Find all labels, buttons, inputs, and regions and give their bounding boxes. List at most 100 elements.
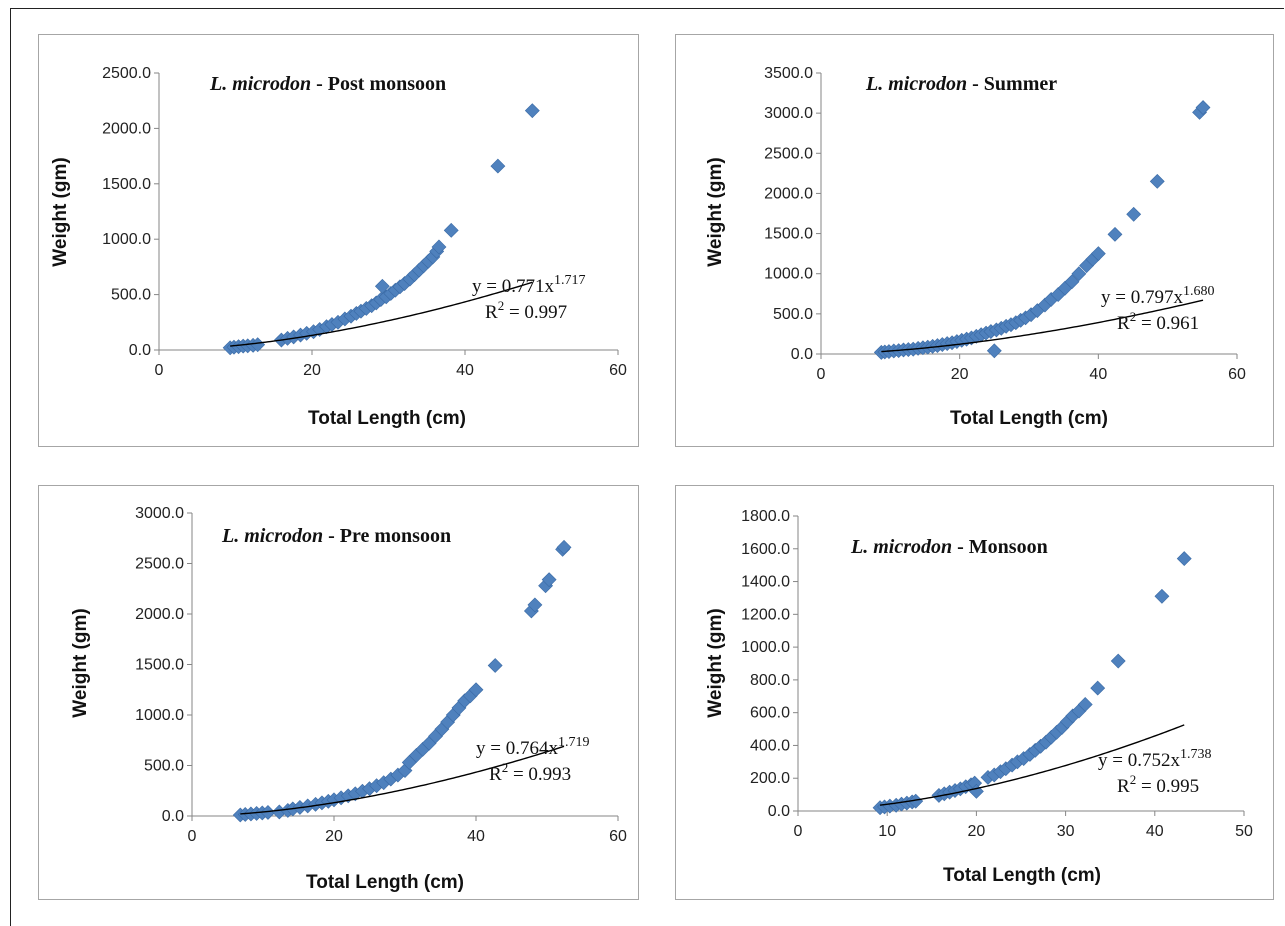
data-point	[1176, 551, 1192, 567]
data-point	[1071, 266, 1087, 282]
chart-title-season: - Monsoon	[952, 536, 1048, 558]
y-tick-label: 1500.0	[102, 176, 151, 193]
y-tick-label: 2000.0	[135, 606, 184, 623]
x-tick-label: 60	[609, 828, 627, 845]
y-tick-label: 0.0	[768, 803, 790, 820]
equation-exponent: 1.717	[554, 273, 586, 288]
data-point	[487, 658, 503, 673]
x-tick-label: 10	[878, 823, 896, 840]
y-tick-label: 1000.0	[764, 266, 813, 283]
y-tick-label: 2500.0	[102, 65, 151, 82]
y-tick-label: 2500.0	[135, 556, 184, 573]
data-point	[1149, 173, 1165, 189]
chart-title-species: L. microdon	[865, 73, 967, 95]
data-point	[986, 343, 1002, 359]
y-tick-label: 1200.0	[741, 606, 790, 623]
y-tick-label: 1000.0	[135, 707, 184, 724]
y-tick-label: 1400.0	[741, 574, 790, 591]
chart-svg: 0.0 500.0 1000.0 1500.0 2000.0 2500.0 3000.0 35…	[705, 65, 1246, 429]
data-point	[1110, 653, 1126, 669]
x-tick-label: 30	[1057, 823, 1075, 840]
x-tick-label: 60	[609, 362, 627, 379]
y-tick-label: 800.0	[750, 672, 790, 689]
x-tick-label: 40	[467, 828, 485, 845]
r-squared: R2 = 0.995	[1117, 772, 1199, 797]
trend-equation: y = 0.797x1.680	[1101, 284, 1214, 308]
chart-svg: 0.0 500.0 1000.0 1500.0 2000.0 2500.0 0 20 40 60 T…	[50, 65, 627, 429]
x-axis-title: Total Length (cm)	[308, 408, 466, 429]
x-tick-label: 20	[968, 823, 986, 840]
x-tick-label: 40	[1089, 366, 1107, 383]
y-axis-title: Weight (gm)	[70, 608, 91, 717]
equation-exponent: 1.738	[1180, 747, 1212, 762]
equation-exponent: 1.680	[1183, 284, 1215, 299]
y-tick-label: 0.0	[791, 346, 813, 363]
trendline	[240, 745, 565, 815]
data-point	[541, 572, 557, 588]
y-tick-label: 1500.0	[764, 226, 813, 243]
chart-title: L. microdon - Post monsoon	[209, 73, 446, 95]
data-point	[431, 239, 447, 255]
x-axis-title: Total Length (cm)	[306, 872, 464, 893]
data-point	[1126, 206, 1142, 222]
y-tick-label: 200.0	[750, 770, 790, 787]
x-axis-title: Total Length (cm)	[950, 408, 1108, 429]
chart-panel-summer: 0.0 500.0 1000.0 1500.0 2000.0 2500.0 3000.0 35…	[675, 34, 1274, 447]
y-axis-title: Weight (gm)	[50, 157, 71, 266]
data-point	[1090, 680, 1106, 696]
trendline	[879, 724, 1185, 806]
chart-title-species: L. microdon	[221, 525, 323, 547]
data-point	[1064, 274, 1080, 290]
chart-title-season: - Post monsoon	[311, 73, 446, 95]
trend-equation: y = 0.764x1.719	[476, 735, 589, 759]
x-tick-label: 40	[456, 362, 474, 379]
equation-exponent: 1.719	[558, 735, 590, 750]
x-axis-title: Total Length (cm)	[943, 865, 1101, 886]
chart-panel-monsoon: 0.0 200.0 400.0 600.0 800.0 1000.0 1200.0 1400.…	[675, 485, 1274, 900]
x-tick-label: 0	[188, 828, 197, 845]
chart-title-species: L. microdon	[209, 73, 311, 95]
chart-title: L. microdon - Pre monsoon	[221, 525, 451, 547]
y-tick-label: 1000.0	[741, 639, 790, 656]
data-point	[1107, 226, 1123, 242]
y-tick-label: 3000.0	[764, 105, 813, 122]
y-tick-label: 2000.0	[764, 185, 813, 202]
r-squared: R2 = 0.997	[485, 298, 567, 323]
x-tick-label: 0	[794, 823, 803, 840]
data-point	[527, 597, 543, 613]
trend-equation: y = 0.752x1.738	[1098, 747, 1211, 771]
chart-title-season: - Pre monsoon	[323, 525, 451, 547]
data-point	[524, 103, 540, 119]
y-tick-label: 1600.0	[741, 541, 790, 558]
chart-panel-pre-monsoon: 0.0 500.0 1000.0 1500.0 2000.0 2500.0 3000.0 0 2…	[38, 485, 639, 900]
x-tick-label: 0	[155, 362, 164, 379]
r-squared: R2 = 0.961	[1117, 309, 1199, 334]
y-axis-title: Weight (gm)	[705, 157, 726, 266]
chart-svg: 0.0 200.0 400.0 600.0 800.0 1000.0 1200.0 1400.…	[705, 508, 1253, 886]
data-point	[468, 682, 484, 698]
figure-frame	[10, 8, 1284, 926]
x-tick-label: 40	[1146, 823, 1164, 840]
y-axis-title: Weight (gm)	[705, 608, 726, 717]
y-tick-label: 500.0	[111, 287, 151, 304]
data-point	[490, 158, 506, 174]
data-point	[443, 222, 459, 238]
chart-title-species: L. microdon	[850, 536, 952, 558]
y-tick-label: 600.0	[750, 705, 790, 722]
y-tick-label: 1000.0	[102, 231, 151, 248]
y-tick-label: 1500.0	[135, 657, 184, 674]
data-point	[260, 805, 276, 820]
chart-title-season: - Summer	[967, 73, 1057, 95]
x-tick-label: 20	[325, 828, 343, 845]
y-tick-label: 1800.0	[741, 508, 790, 525]
x-tick-label: 0	[817, 366, 826, 383]
chart-title: L. microdon - Monsoon	[850, 536, 1048, 558]
y-tick-label: 400.0	[750, 737, 790, 754]
x-tick-label: 20	[951, 366, 969, 383]
x-tick-label: 50	[1235, 823, 1253, 840]
chart-svg: 0.0 500.0 1000.0 1500.0 2000.0 2500.0 3000.0 0 2…	[70, 505, 627, 893]
y-tick-label: 2000.0	[102, 120, 151, 137]
trendline	[881, 299, 1204, 353]
data-point	[556, 539, 572, 555]
data-point	[1077, 697, 1093, 712]
